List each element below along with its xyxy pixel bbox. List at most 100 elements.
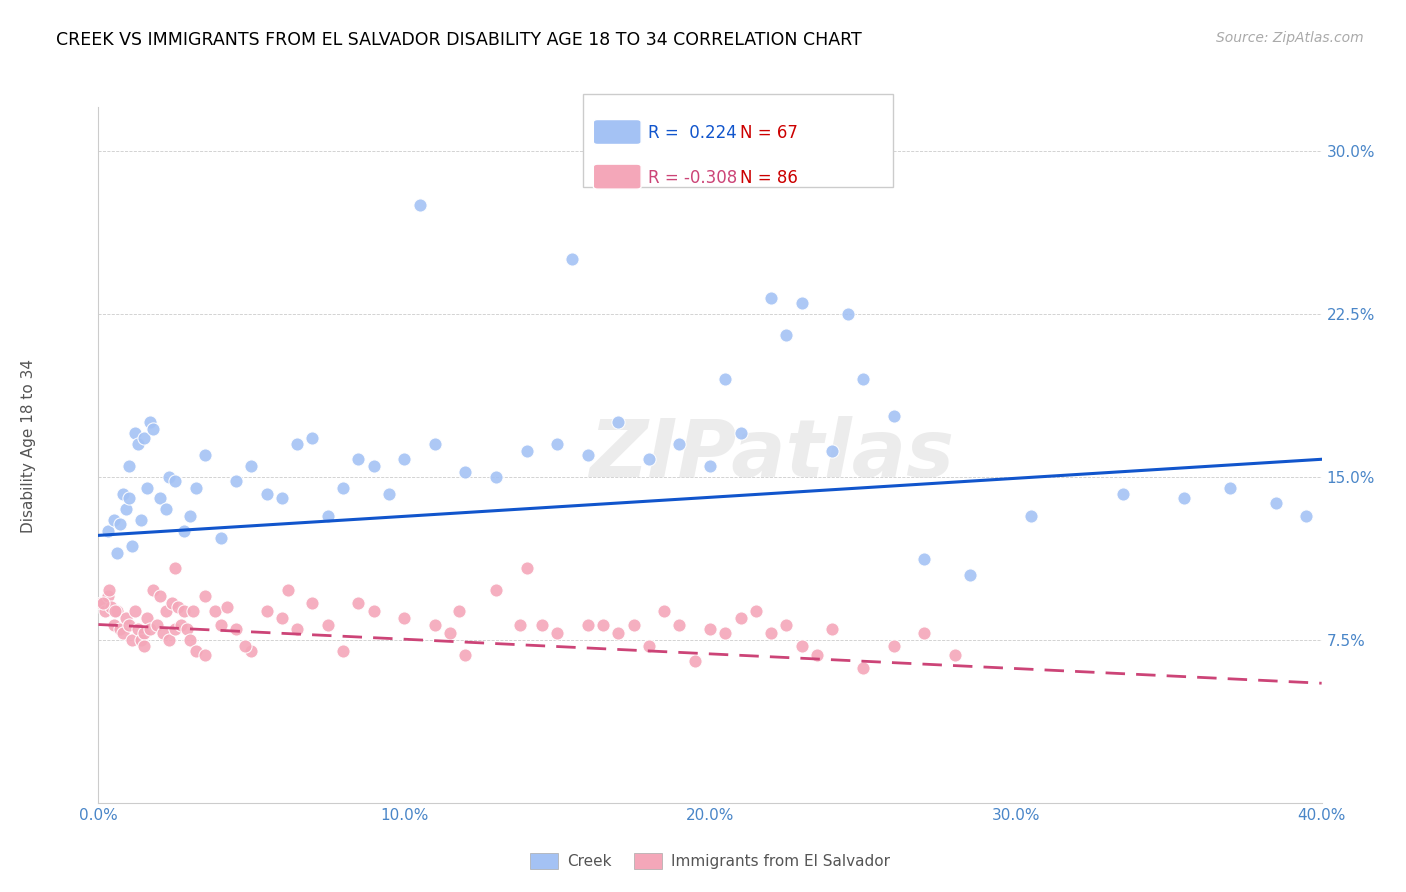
Point	[179, 632, 201, 647]
Point	[240, 643, 263, 657]
Point	[129, 513, 152, 527]
Point	[173, 524, 195, 538]
Point	[790, 639, 813, 653]
Point	[277, 582, 299, 597]
Point	[637, 639, 661, 653]
Point	[209, 617, 232, 632]
Point	[124, 605, 146, 619]
Point	[105, 546, 128, 560]
Point	[142, 422, 165, 436]
Point	[883, 639, 905, 653]
Point	[91, 596, 114, 610]
Point	[121, 539, 143, 553]
Point	[163, 622, 186, 636]
Point	[209, 531, 232, 545]
Point	[668, 617, 690, 632]
Point	[136, 481, 159, 495]
Point	[775, 617, 797, 632]
Point	[115, 611, 138, 625]
Point	[127, 622, 149, 636]
Point	[145, 617, 167, 632]
Point	[485, 582, 508, 597]
Point	[163, 561, 186, 575]
Point	[454, 466, 477, 480]
Point	[181, 605, 204, 619]
Point	[1219, 481, 1241, 495]
Point	[105, 605, 128, 619]
Legend: Creek, Immigrants from El Salvador: Creek, Immigrants from El Salvador	[524, 847, 896, 875]
Text: Source: ZipAtlas.com: Source: ZipAtlas.com	[1216, 31, 1364, 45]
Point	[516, 561, 538, 575]
Point	[103, 513, 125, 527]
Point	[347, 452, 370, 467]
Point	[485, 469, 508, 483]
Text: CREEK VS IMMIGRANTS FROM EL SALVADOR DISABILITY AGE 18 TO 34 CORRELATION CHART: CREEK VS IMMIGRANTS FROM EL SALVADOR DIS…	[56, 31, 862, 49]
Point	[439, 626, 461, 640]
Point	[392, 611, 416, 625]
Point	[363, 605, 385, 619]
Point	[97, 589, 120, 603]
Point	[423, 617, 446, 632]
Point	[194, 448, 217, 462]
Point	[516, 443, 538, 458]
Point	[1264, 496, 1286, 510]
Point	[1112, 487, 1135, 501]
Point	[93, 605, 115, 619]
Point	[561, 252, 583, 267]
Point	[270, 611, 294, 625]
Point	[179, 508, 201, 523]
Point	[546, 437, 568, 451]
Point	[837, 307, 859, 321]
Point	[332, 643, 354, 657]
Point	[347, 596, 370, 610]
Point	[912, 626, 935, 640]
Point	[683, 655, 706, 669]
Point	[118, 617, 141, 632]
Point	[103, 617, 125, 632]
Point	[157, 632, 180, 647]
Point	[157, 469, 180, 483]
Point	[378, 487, 401, 501]
Point	[111, 626, 134, 640]
Point	[173, 605, 195, 619]
Point	[121, 632, 143, 647]
Point	[699, 458, 721, 473]
Point	[240, 458, 263, 473]
Point	[392, 452, 416, 467]
Point	[714, 372, 737, 386]
Point	[142, 582, 165, 597]
Point	[454, 648, 477, 662]
Point	[699, 622, 721, 636]
Point	[129, 632, 152, 647]
Point	[959, 567, 981, 582]
Point	[225, 474, 247, 488]
Point	[790, 295, 813, 310]
Point	[225, 622, 247, 636]
Point	[194, 648, 217, 662]
Point	[761, 626, 783, 640]
Point	[149, 491, 172, 506]
Point	[186, 481, 208, 495]
Point	[163, 474, 186, 488]
Point	[530, 617, 553, 632]
Point	[1173, 491, 1195, 506]
Text: N = 67: N = 67	[740, 124, 797, 142]
Point	[943, 648, 966, 662]
Point	[316, 508, 339, 523]
Point	[668, 437, 690, 451]
Point	[100, 600, 122, 615]
Text: ZIPatlas: ZIPatlas	[589, 416, 953, 494]
Point	[806, 648, 828, 662]
Point	[233, 639, 256, 653]
Point	[215, 600, 238, 615]
Point	[509, 617, 531, 632]
Point	[408, 198, 430, 212]
Point	[256, 487, 278, 501]
Point	[652, 605, 675, 619]
Point	[1295, 508, 1317, 523]
Point	[607, 626, 630, 640]
Point	[90, 596, 112, 610]
Point	[637, 452, 661, 467]
Point	[176, 622, 198, 636]
Point	[301, 431, 323, 445]
